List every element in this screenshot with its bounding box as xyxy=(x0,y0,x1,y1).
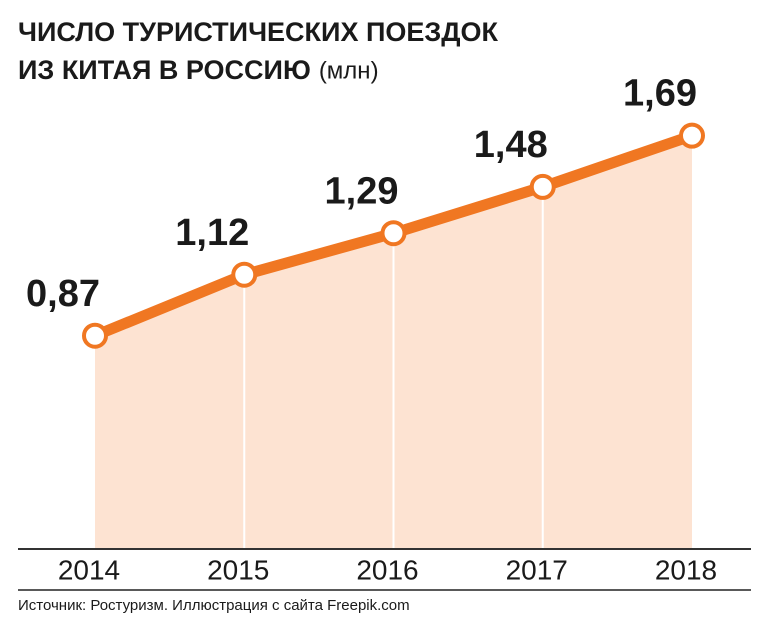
value-label: 1,29 xyxy=(325,170,399,212)
value-label: 1,12 xyxy=(175,212,249,254)
point xyxy=(529,173,556,200)
source-note: Источник: Ростуризм. Иллюстрация с сайта… xyxy=(18,597,410,614)
x-tick-label: 2014 xyxy=(58,554,120,585)
point xyxy=(82,322,108,349)
value-label: 0,87 xyxy=(26,273,100,315)
x-tick-label: 2017 xyxy=(506,554,568,585)
chart-title: ЧИСЛО ТУРИСТИЧЕСКИХ ПОЕЗДОК xyxy=(18,17,499,47)
point xyxy=(380,220,407,247)
chart-title: ИЗ КИТАЯ В РОССИЮ xyxy=(18,55,311,85)
unit-label: (млн) xyxy=(319,57,379,84)
x-tick-label: 2016 xyxy=(356,554,418,585)
value-label: 1,69 xyxy=(623,73,697,115)
x-tick-label: 2015 xyxy=(207,554,269,585)
x-tick-label: 2018 xyxy=(655,554,717,585)
point xyxy=(679,122,705,149)
point xyxy=(231,261,258,288)
value-label: 1,48 xyxy=(474,124,548,166)
